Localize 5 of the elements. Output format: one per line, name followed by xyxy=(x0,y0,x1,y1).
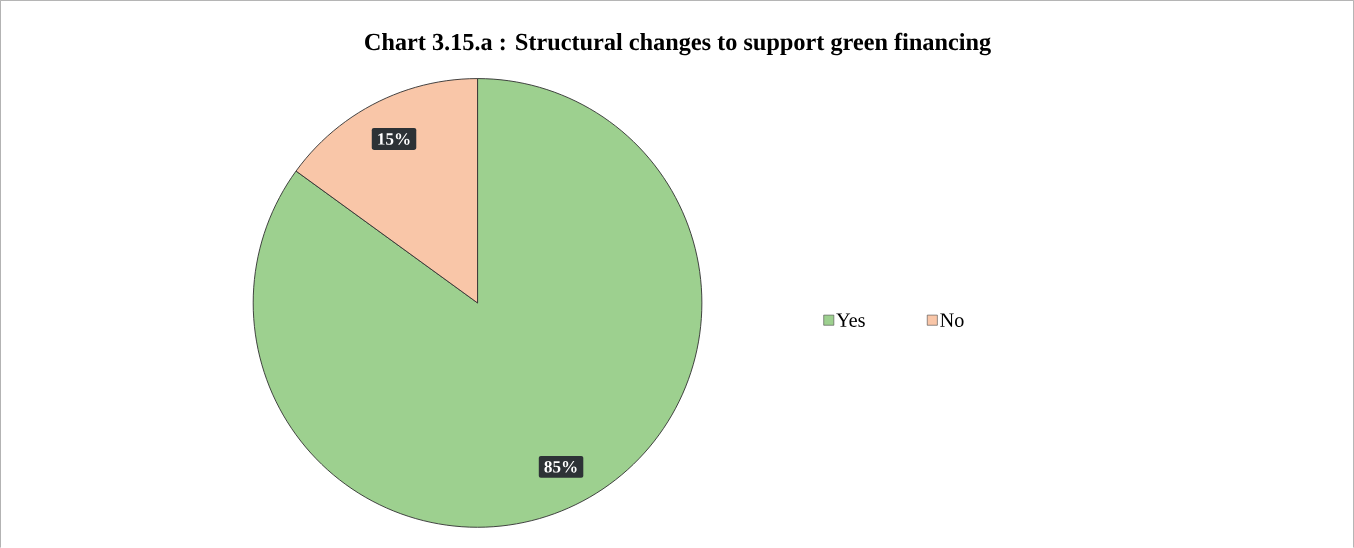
data-label: 85% xyxy=(544,461,577,473)
data-label: 15% xyxy=(378,133,410,145)
legend-label: No xyxy=(940,313,964,327)
chart-title: Chart 3.15.a : Structural changes to support green financing xyxy=(365,32,991,56)
legend-label: Yes xyxy=(836,313,865,327)
